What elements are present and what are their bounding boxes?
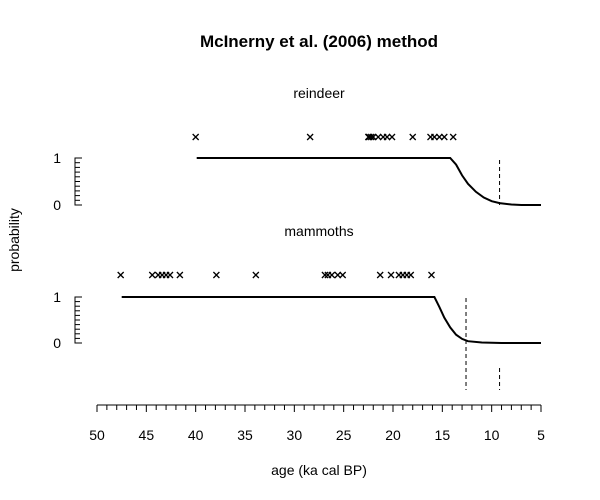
observation-mark-reindeer: [435, 133, 443, 141]
y-tick-label-reindeer: 0: [53, 197, 61, 213]
x-tick-label: 5: [537, 427, 545, 443]
observation-mark-mammoths: [148, 271, 156, 279]
observation-mark-reindeer: [306, 133, 314, 141]
x-tick-label: 40: [188, 427, 204, 443]
y-axis-title: probability: [6, 208, 22, 272]
observation-mark-reindeer: [367, 133, 375, 141]
observation-mark-mammoths: [407, 271, 415, 279]
observation-mark-mammoths: [387, 271, 395, 279]
observation-mark-reindeer: [388, 133, 396, 141]
chart-title: McInerny et al. (2006) method: [200, 32, 438, 51]
observation-mark-reindeer: [440, 133, 448, 141]
x-tick-label: 45: [139, 427, 155, 443]
observation-mark-mammoths: [334, 271, 342, 279]
observation-mark-mammoths: [166, 271, 174, 279]
observation-mark-reindeer: [192, 133, 200, 141]
observation-mark-reindeer: [364, 133, 372, 141]
observation-mark-reindeer: [369, 133, 377, 141]
x-tick-label: 15: [435, 427, 451, 443]
observation-mark-mammoths: [428, 271, 435, 279]
observation-mark-reindeer: [430, 133, 438, 141]
probability-curve-reindeer: [196, 157, 541, 206]
observation-mark-reindeer: [374, 133, 382, 141]
panel-label-mammoths: mammoths: [284, 223, 353, 239]
y-tick-label-mammoths: 1: [53, 289, 61, 305]
observation-mark-mammoths: [339, 271, 347, 279]
observation-mark-reindeer: [383, 133, 391, 141]
x-axis-title: age (ka cal BP): [271, 462, 367, 478]
observation-mark-mammoths: [376, 271, 384, 279]
probability-curve-mammoths: [121, 296, 541, 344]
x-tick-label: 10: [484, 427, 500, 443]
x-tick-label: 20: [385, 427, 401, 443]
panel-label-reindeer: reindeer: [293, 85, 345, 101]
observation-mark-mammoths: [328, 271, 336, 279]
x-tick-label: 50: [89, 427, 105, 443]
observation-mark-reindeer: [409, 133, 417, 141]
y-tick-label-mammoths: 0: [53, 335, 61, 351]
observation-mark-mammoths: [176, 271, 184, 279]
observation-mark-mammoths: [321, 271, 329, 279]
x-tick-label: 25: [336, 427, 352, 443]
observation-mark-reindeer: [449, 133, 457, 141]
observation-mark-mammoths: [117, 271, 125, 279]
observation-mark-mammoths: [212, 271, 220, 279]
observation-mark-mammoths: [252, 271, 260, 279]
x-tick-label: 30: [287, 427, 303, 443]
y-tick-label-reindeer: 1: [53, 150, 61, 166]
x-tick-label: 35: [237, 427, 253, 443]
